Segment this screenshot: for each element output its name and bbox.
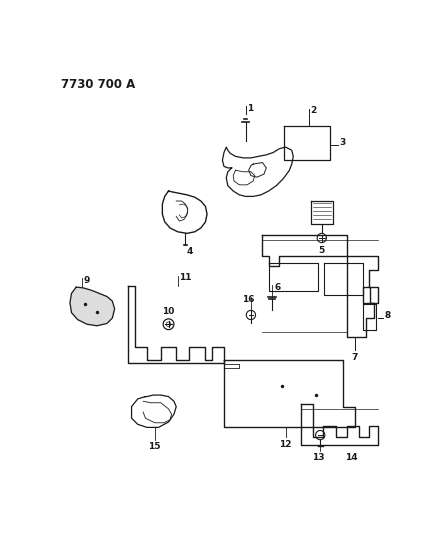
Text: 16: 16 [242, 295, 254, 304]
Text: 2: 2 [310, 106, 316, 115]
Text: 6: 6 [274, 282, 280, 292]
Text: 5: 5 [318, 246, 325, 255]
Text: 11: 11 [179, 273, 192, 282]
Text: 14: 14 [345, 453, 357, 462]
Text: 8: 8 [384, 311, 390, 320]
Text: 7: 7 [352, 353, 358, 362]
Text: 3: 3 [339, 138, 346, 147]
Text: 7730 700 A: 7730 700 A [61, 78, 135, 91]
Text: 4: 4 [187, 247, 193, 256]
Polygon shape [70, 287, 115, 326]
Text: 10: 10 [162, 308, 175, 316]
Text: 9: 9 [83, 276, 89, 285]
Text: 12: 12 [279, 440, 292, 449]
Text: 1: 1 [247, 104, 253, 113]
Text: 13: 13 [312, 453, 325, 462]
Text: 15: 15 [149, 442, 161, 451]
